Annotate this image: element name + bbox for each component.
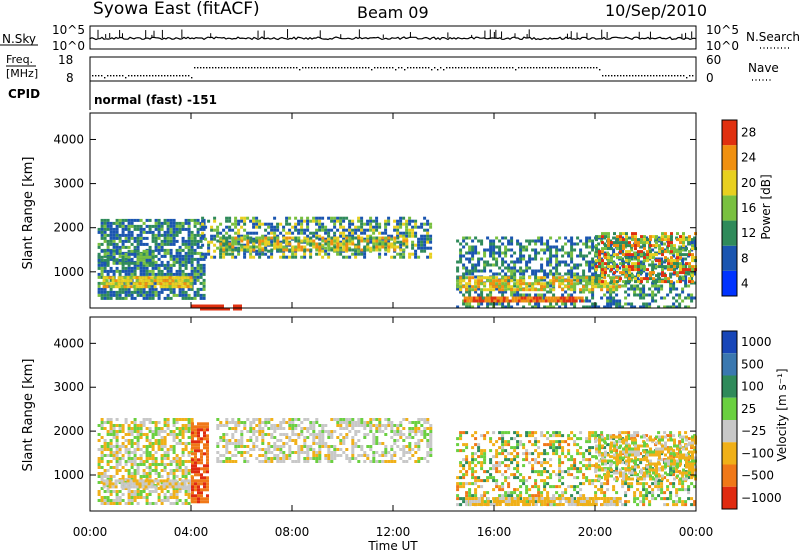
power-colorbar-swatch	[722, 170, 737, 196]
power-colorbar-tick: 20	[741, 176, 756, 190]
power-colorbar-label: Power [dB]	[759, 174, 773, 239]
power-colorbar-tick: 12	[741, 226, 756, 240]
power-colorbar-swatch	[722, 195, 737, 221]
cpid-panel: CPID normal (fast) -151	[8, 81, 217, 110]
cpid-value: normal (fast) -151	[94, 93, 217, 107]
y-tick-label: 1000	[53, 468, 84, 482]
power-ylabel: Slant Range [km]	[21, 157, 36, 270]
x-tick-label: 12:00	[376, 525, 411, 539]
x-tick-label: 16:00	[477, 525, 512, 539]
power-echoes	[97, 216, 697, 311]
velocity-ylabel: Slant Range [km]	[21, 359, 36, 472]
power-colorbar-swatch	[722, 145, 737, 171]
power-colorbar-tick: 24	[741, 151, 756, 165]
power-colorbar-swatch	[722, 270, 737, 296]
y-tick-label: 3000	[53, 380, 84, 394]
power-colorbar-tick: 8	[741, 251, 749, 265]
x-tick-label: 00:00	[73, 525, 108, 539]
y-tick-label: 4000	[53, 132, 84, 146]
y-tick-label: 2000	[53, 424, 84, 438]
power-colorbar-tick: 16	[741, 201, 756, 215]
velocity-colorbar-label: Velocity [m s⁻¹]	[775, 368, 789, 461]
power-colorbar-swatch	[722, 245, 737, 271]
x-axis: 00:00 04:00 08:00 12:00 16:00 20:00 00:00	[73, 113, 714, 539]
velocity-colorbar-swatch	[722, 442, 737, 465]
y-tick-label: 3000	[53, 177, 84, 191]
power-colorbar-swatch	[722, 120, 737, 146]
velocity-colorbar-swatch	[722, 464, 737, 487]
x-tick-label: 04:00	[174, 525, 209, 539]
power-colorbar: 28 24 20 16 12 8 4	[721, 119, 756, 297]
noise-right-label: N.Search	[746, 30, 800, 44]
velocity-colorbar-swatch	[722, 331, 737, 354]
velocity-colorbar-tick: −1000	[741, 491, 782, 505]
velocity-colorbar-swatch	[722, 375, 737, 398]
velocity-colorbar-tick: 1000	[741, 335, 772, 349]
velocity-colorbar-swatch	[722, 486, 737, 509]
y-tick-label: 4000	[53, 336, 84, 350]
x-tick-label: 20:00	[578, 525, 613, 539]
freq-label-line1: Freq.	[6, 53, 33, 66]
y-tick-label: 2000	[53, 221, 84, 235]
noise-left-label: N.Sky	[2, 32, 36, 46]
velocity-colorbar-tick: 25	[741, 402, 756, 416]
x-tick-label: 00:00	[679, 525, 714, 539]
power-colorbar-tick: 4	[741, 276, 749, 290]
date-title: 10/Sep/2010	[605, 1, 707, 20]
freq-tick-top: 18	[58, 53, 73, 67]
freq-label-line2: [MHz]	[6, 67, 38, 80]
nave-tick-top: 60	[706, 53, 721, 67]
noise-left-tick-bottom: 10^0	[52, 39, 85, 53]
velocity-colorbar-swatch	[722, 397, 737, 420]
velocity-colorbar-tick: −500	[741, 469, 774, 483]
nave-tick-bottom: 0	[706, 71, 714, 85]
velocity-colorbar-tick: −25	[741, 424, 766, 438]
velocity-colorbar-swatch	[722, 420, 737, 443]
velocity-colorbar-tick: −100	[741, 446, 774, 460]
frequency-panel: Freq. [MHz] 18 8 60 0 Nave	[6, 53, 779, 85]
y-tick-label: 1000	[53, 265, 84, 279]
nave-label: Nave	[748, 61, 779, 75]
cpid-label: CPID	[8, 87, 40, 101]
power-panel: 1000 2000 3000 4000 Slant Range [km]	[21, 112, 697, 311]
x-axis-label: Time UT	[367, 539, 418, 553]
station-title: Syowa East (fitACF)	[93, 0, 260, 19]
noise-right-tick-bottom: 10^0	[706, 39, 739, 53]
noise-left-tick-top: 10^5	[52, 23, 85, 37]
velocity-colorbar-tick: 500	[741, 357, 764, 371]
power-colorbar-tick: 28	[741, 126, 756, 140]
power-colorbar-swatch	[722, 220, 737, 246]
velocity-echoes	[97, 418, 697, 507]
beam-title: Beam 09	[357, 3, 429, 22]
velocity-colorbar: 1000 500 100 25 −25 −100 −500 −1000	[721, 330, 782, 510]
freq-tick-bottom: 8	[66, 71, 74, 85]
noise-panel: N.Sky 10^5 10^0 10^5 10^0 N.Search	[0, 23, 800, 53]
velocity-colorbar-swatch	[722, 353, 737, 376]
noise-right-tick-top: 10^5	[706, 23, 739, 37]
x-tick-label: 08:00	[275, 525, 310, 539]
velocity-colorbar-tick: 100	[741, 380, 764, 394]
velocity-panel: 1000 2000 3000 4000 Slant Range [km]	[21, 316, 697, 512]
